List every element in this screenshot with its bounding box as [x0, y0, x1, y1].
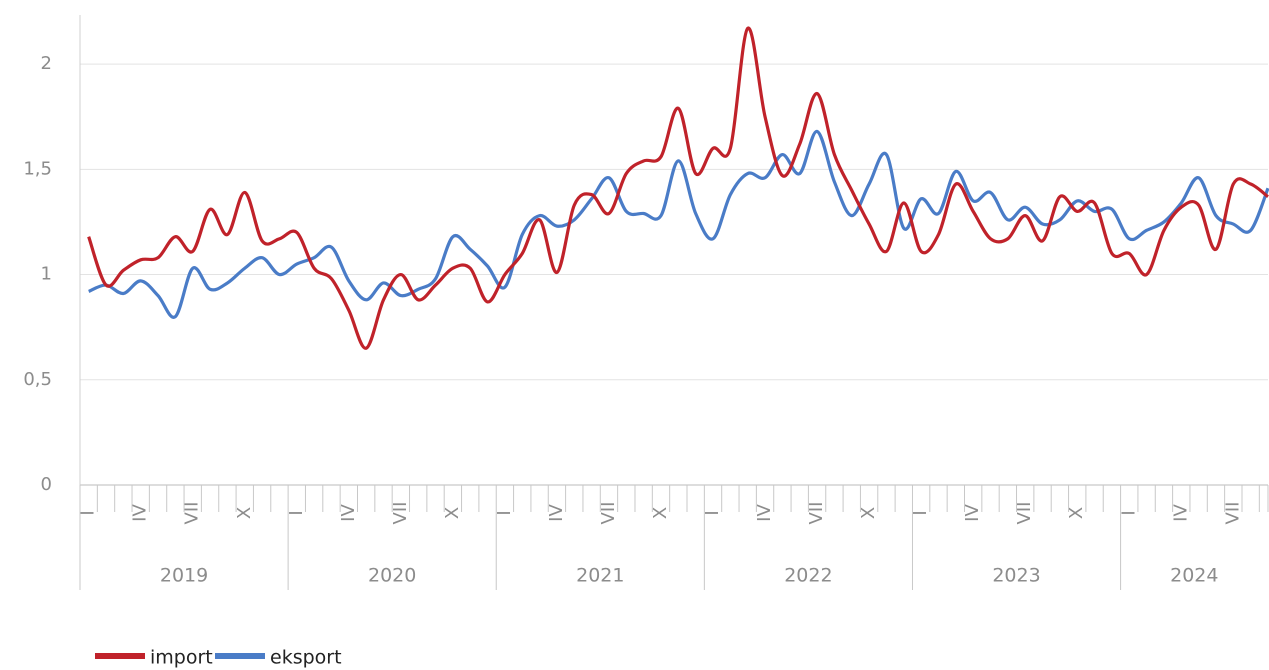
x-tick-label: X: [858, 507, 879, 519]
x-tick-label: X: [442, 507, 463, 519]
x-tick-label: I: [702, 510, 723, 515]
x-tick-label: IV: [1170, 504, 1191, 522]
x-tick-label: I: [494, 510, 515, 515]
x-tick-label: VII: [806, 502, 827, 525]
line-series: [88, 129, 1269, 319]
y-tick-label: 1,5: [23, 158, 52, 179]
x-tick-label: I: [78, 510, 99, 515]
x-tick-label: IV: [338, 504, 359, 522]
x-group-label: 2021: [576, 565, 624, 587]
x-tick-label: I: [910, 510, 931, 515]
legend-swatch: [95, 653, 145, 659]
x-tick-label: VII: [598, 502, 619, 525]
x-tick-label: VII: [1014, 502, 1035, 525]
line-series: [87, 26, 1269, 350]
x-group-label: 2024: [1170, 565, 1218, 587]
x-tick-label: IV: [546, 504, 567, 522]
x-tick-label: IV: [130, 504, 151, 522]
y-tick-label: 2: [41, 53, 52, 74]
x-tick-label: I: [286, 510, 307, 515]
x-group-label: 2020: [368, 565, 416, 587]
legend-label: import: [150, 647, 213, 669]
x-tick-label: IV: [754, 504, 775, 522]
x-tick-label: X: [1066, 507, 1087, 519]
x-group-label: 2019: [160, 565, 208, 587]
x-group-label: 2022: [784, 565, 832, 587]
x-tick-label: VII: [182, 502, 203, 525]
x-tick-label: VII: [390, 502, 411, 525]
y-tick-label: 0,5: [23, 369, 52, 390]
x-tick-label: X: [650, 507, 671, 519]
x-tick-label: VII: [1222, 502, 1243, 525]
legend-swatch: [215, 653, 265, 659]
y-tick-label: 0: [41, 474, 52, 495]
legend-label: eksport: [270, 647, 342, 669]
x-tick-label: I: [1118, 510, 1139, 515]
x-tick-label: X: [234, 507, 255, 519]
x-group-label: 2023: [992, 565, 1040, 587]
y-tick-label: 1: [41, 264, 52, 285]
x-tick-label: IV: [962, 504, 983, 522]
